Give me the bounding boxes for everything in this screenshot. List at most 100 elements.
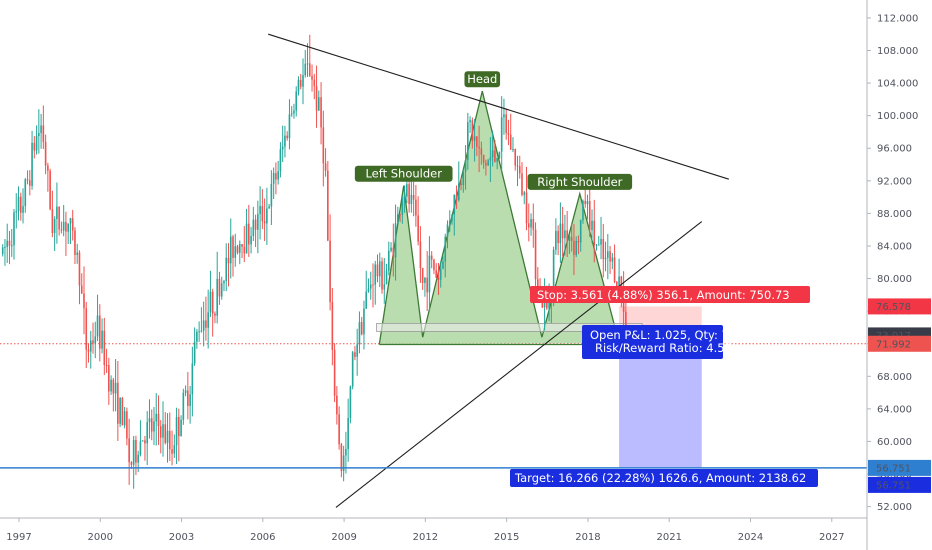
- candle-body: [338, 414, 340, 445]
- candle-body: [369, 284, 372, 289]
- candle-body: [360, 322, 363, 335]
- candle-body: [288, 114, 291, 139]
- candle-body: [552, 249, 555, 293]
- candle-body: [559, 223, 562, 244]
- candle-body: [419, 241, 422, 268]
- candle-body: [17, 196, 20, 212]
- candle-body: [478, 146, 480, 149]
- candle-body: [173, 445, 176, 454]
- candle-body: [123, 411, 126, 426]
- candle-body: [119, 397, 121, 424]
- candle-body: [198, 331, 200, 333]
- dotted-level-tag: 71.992: [868, 335, 931, 352]
- candle-body: [130, 462, 133, 465]
- pattern-fill: [379, 91, 620, 345]
- candle-body: [437, 277, 440, 280]
- candle-body: [135, 440, 137, 463]
- candle-body: [378, 261, 381, 277]
- risk-reward-text: Risk/Reward Ratio: 4.57: [595, 341, 732, 355]
- candle-body: [505, 114, 508, 134]
- candle-body: [286, 135, 289, 139]
- candle-body: [514, 148, 517, 166]
- candle-body: [489, 157, 492, 161]
- candle-body: [462, 171, 465, 186]
- candle-body: [259, 206, 261, 215]
- right-shoulder-text: Right Shoulder: [537, 175, 622, 189]
- candle-body: [367, 288, 370, 292]
- price-tick-label: 100.000: [877, 111, 918, 122]
- candle-body: [243, 246, 246, 254]
- candle-body: [6, 240, 9, 248]
- candle-body: [401, 201, 404, 215]
- candle-body: [604, 257, 607, 260]
- candle-body: [263, 221, 266, 224]
- candle-body: [509, 134, 512, 150]
- candle-body: [480, 148, 483, 155]
- candle-body: [268, 206, 270, 209]
- target-price-tag: 56.751: [868, 476, 931, 493]
- candle-body: [464, 159, 467, 172]
- price-tick-label: 80.000: [877, 274, 912, 285]
- candle-body: [62, 221, 65, 231]
- candle-body: [220, 283, 223, 297]
- candle-body: [53, 218, 56, 234]
- candle-body: [322, 127, 325, 164]
- candle-body: [196, 331, 198, 342]
- candle-body: [153, 421, 155, 432]
- candle-body: [320, 97, 322, 128]
- candle-body: [336, 395, 338, 415]
- candle-body: [412, 194, 415, 200]
- candle-body: [397, 214, 399, 224]
- candle-body: [1, 247, 4, 255]
- candle-body: [110, 379, 112, 392]
- time-tick-label: 2009: [331, 532, 356, 543]
- candle-body: [252, 219, 255, 236]
- left-shoulder-text: Left Shoulder: [365, 167, 442, 181]
- candle-body: [597, 244, 600, 246]
- candle-body: [507, 133, 510, 135]
- candle-body: [354, 352, 356, 357]
- candle-body: [155, 413, 158, 422]
- candle-body: [340, 444, 343, 471]
- candle-body: [476, 136, 478, 147]
- dotted-level-tag-text: 71.992: [876, 339, 911, 350]
- candle-body: [47, 165, 49, 171]
- candle-body: [22, 206, 24, 213]
- price-axis[interactable]: 52.00056.00060.00064.00068.00072.00076.0…: [866, 0, 918, 550]
- candle-body: [469, 120, 471, 123]
- open-pnl-annotation: Open P&L: 1.025, Qty: 70 Risk/Reward Rat…: [582, 325, 736, 359]
- price-tick-label: 104.000: [877, 79, 918, 90]
- candle-body: [266, 208, 268, 224]
- candle-body: [108, 365, 110, 392]
- candle-body: [166, 430, 169, 443]
- candle-body: [349, 386, 352, 419]
- candle-body: [327, 170, 329, 241]
- candle-body: [446, 224, 449, 237]
- candle-body: [566, 230, 568, 241]
- time-tick-label: 2024: [738, 532, 763, 543]
- candle-body: [42, 125, 45, 142]
- candle-body: [345, 449, 347, 456]
- candle-body: [10, 245, 13, 247]
- candle-body: [257, 214, 259, 230]
- candle-body: [89, 340, 92, 352]
- price-tick-label: 84.000: [877, 241, 912, 252]
- candle-body: [591, 220, 593, 231]
- candle-body: [588, 201, 591, 231]
- candle-body: [372, 284, 374, 286]
- pattern-outline: [378, 91, 620, 345]
- candle-body: [387, 250, 390, 271]
- candle-body: [281, 146, 284, 150]
- candle-body: [512, 148, 514, 150]
- candle-body: [150, 418, 153, 432]
- candle-body: [35, 136, 38, 151]
- candle-body: [577, 240, 580, 243]
- candle-body: [451, 214, 453, 221]
- candle-body: [245, 223, 248, 254]
- price-tick-label: 68.000: [877, 372, 912, 383]
- candle-body: [4, 247, 6, 249]
- time-axis[interactable]: 1997 2000 2003 2006 2009 2012 2015 2018 2021 2024…: [0, 517, 867, 543]
- resistance-trendline: [268, 33, 729, 180]
- candle-body: [182, 392, 185, 420]
